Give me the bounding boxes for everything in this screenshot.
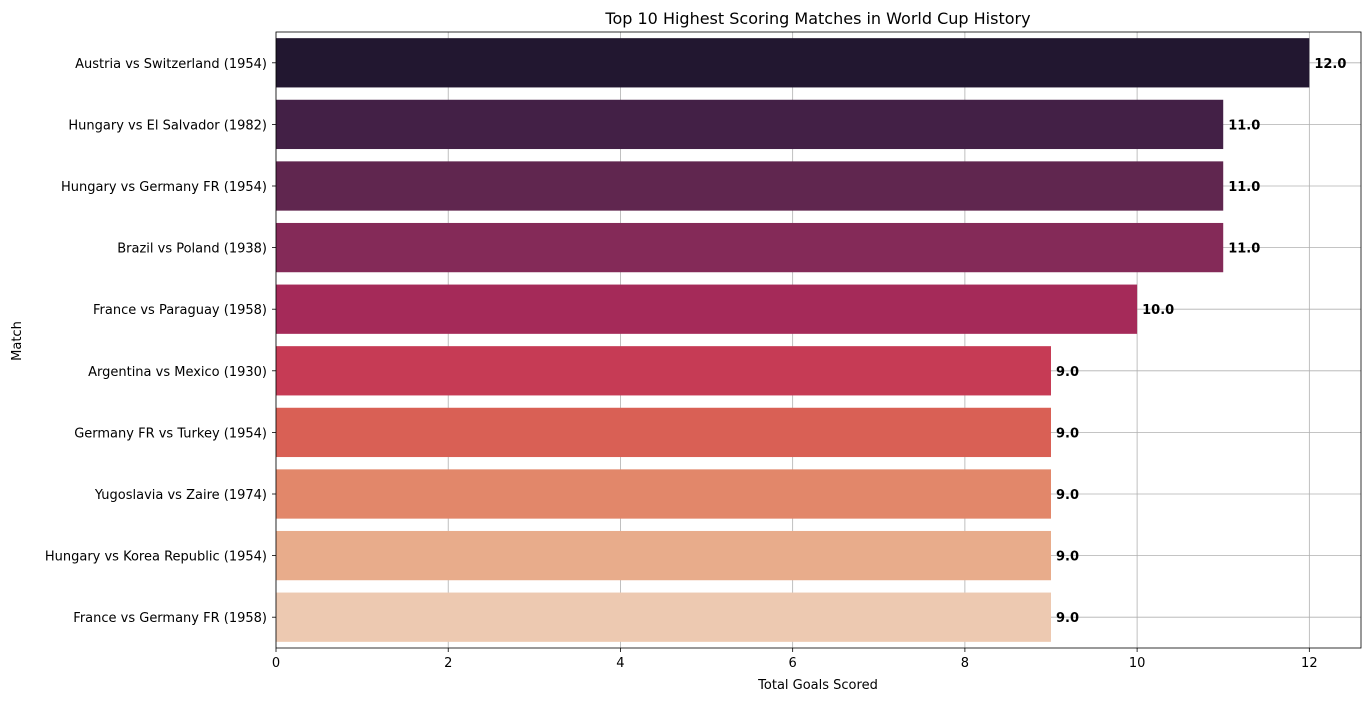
x-tick-label: 12 — [1301, 656, 1318, 671]
bar-value-label: 12.0 — [1314, 57, 1346, 72]
bar-value-label: 11.0 — [1228, 180, 1260, 195]
y-tick-label: France vs Germany FR (1958) — [73, 611, 267, 626]
bar-value-label: 9.0 — [1056, 365, 1079, 380]
bar-value-label: 9.0 — [1056, 426, 1079, 441]
data-labels: 12.0 11.0 11.0 11.0 10.0 9.0 9.0 9.0 9.0 9.0 — [1056, 57, 1346, 626]
bar — [276, 407, 1051, 458]
y-tick-label: Austria vs Switzerland (1954) — [75, 57, 267, 72]
y-tick-label: Germany FR vs Turkey (1954) — [74, 426, 267, 441]
bar — [276, 530, 1051, 581]
x-tick-label: 0 — [272, 656, 280, 671]
plot-frame — [275, 31, 1362, 649]
bar — [276, 346, 1051, 396]
y-tick-label: Hungary vs Korea Republic (1954) — [45, 550, 267, 565]
x-axis-title: Total Goals Scored — [757, 678, 878, 693]
x-tick-label: 10 — [1129, 656, 1146, 671]
bar — [276, 99, 1224, 150]
bar — [276, 469, 1051, 519]
bar-value-label: 9.0 — [1056, 550, 1079, 565]
bar-value-label: 9.0 — [1056, 488, 1079, 503]
bar-value-label: 10.0 — [1142, 303, 1174, 318]
y-tick-label: Argentina vs Mexico (1930) — [88, 365, 267, 380]
bar-value-label: 9.0 — [1056, 611, 1079, 626]
axis-ticks: 0 2 4 6 8 10 12 Austria vs Switzerland (1954) Hu… — [45, 57, 1318, 671]
x-tick-label: 8 — [961, 656, 969, 671]
bar — [276, 284, 1138, 334]
chart-title: Top 10 Highest Scoring Matches in World … — [604, 9, 1030, 28]
bar — [276, 161, 1224, 211]
y-tick-label: Hungary vs El Salvador (1982) — [68, 118, 267, 133]
x-tick-label: 2 — [444, 656, 452, 671]
bar-value-label: 11.0 — [1228, 242, 1260, 257]
y-tick-label: Yugoslavia vs Zaire (1974) — [94, 488, 267, 503]
axes-frame — [275, 31, 1362, 649]
y-tick-label: France vs Paraguay (1958) — [93, 303, 267, 318]
bar — [276, 38, 1310, 88]
y-tick-label: Hungary vs Germany FR (1954) — [61, 180, 267, 195]
bars — [276, 38, 1310, 642]
bar — [276, 222, 1224, 273]
bar — [276, 592, 1051, 642]
x-tick-label: 6 — [789, 656, 797, 671]
x-tick-label: 4 — [616, 656, 624, 671]
y-tick-label: Brazil vs Poland (1938) — [117, 242, 267, 257]
bar-value-label: 11.0 — [1228, 118, 1260, 133]
y-axis-title: Match — [10, 321, 25, 361]
